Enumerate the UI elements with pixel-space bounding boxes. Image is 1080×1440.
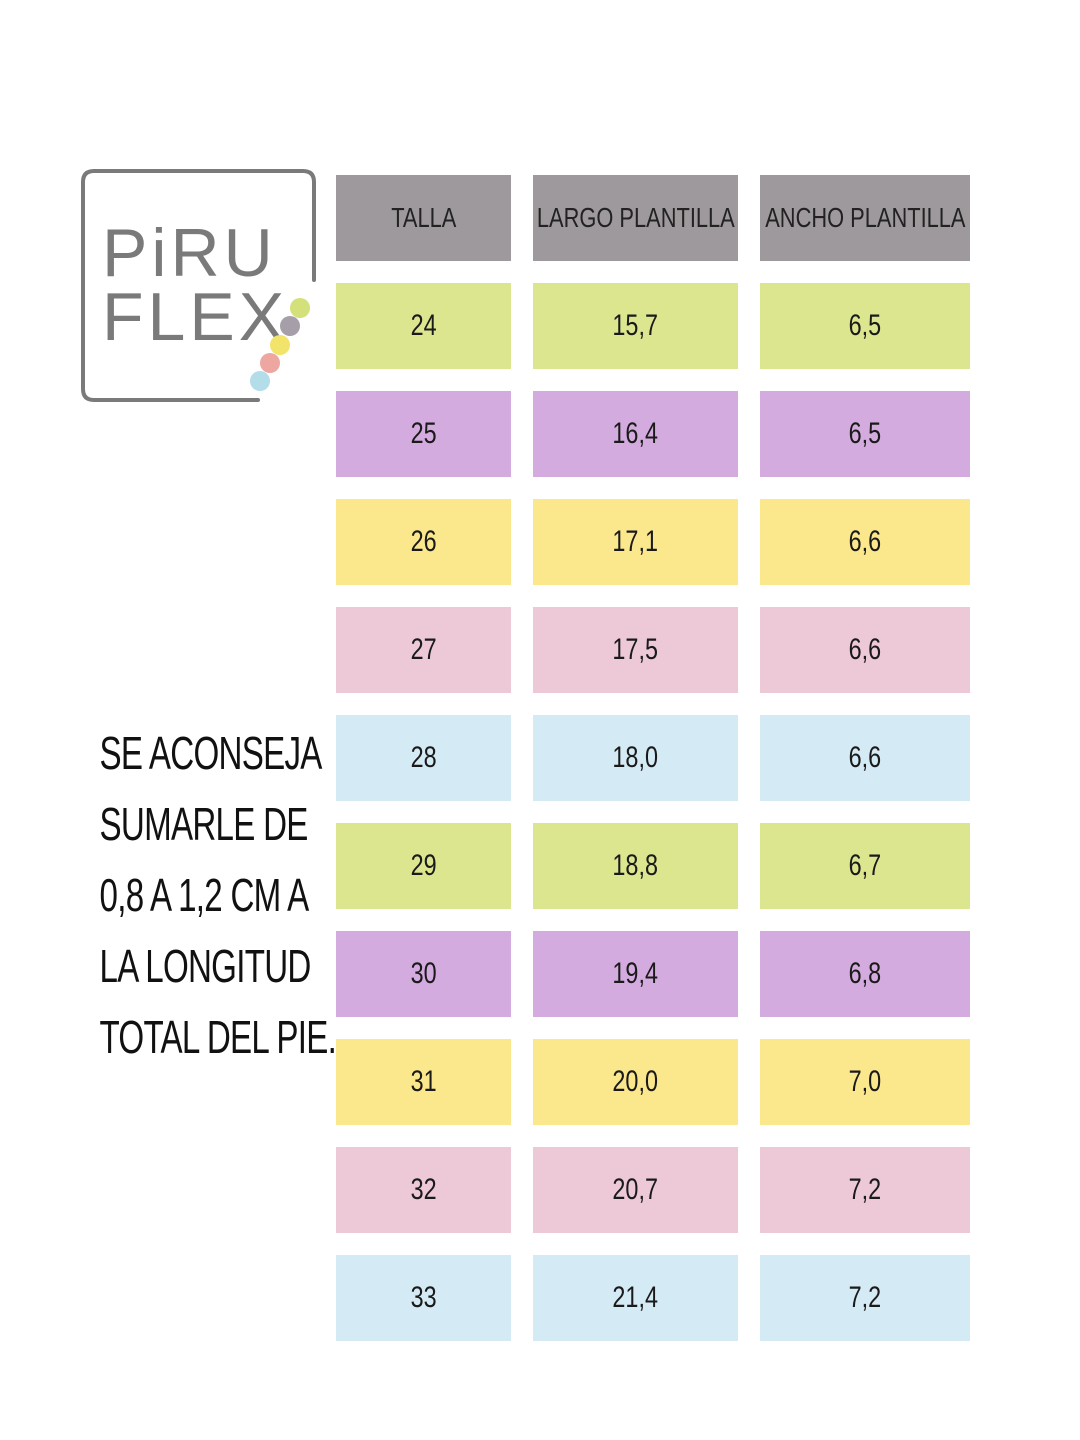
fit-advice-text: SE ACONSEJA SUMARLE DE 0,8 A 1,2 CM A LA… <box>62 718 337 1073</box>
cell-value: 27 <box>410 633 437 666</box>
advice-line: LA LONGITUD <box>99 940 312 992</box>
cell-largo: 18,8 <box>533 823 738 909</box>
cell-value: 7,2 <box>848 1173 882 1206</box>
cell-ancho: 6,5 <box>760 283 970 369</box>
cell-value: 7,0 <box>848 1065 882 1098</box>
advice-line: SE ACONSEJA <box>99 727 323 779</box>
cell-largo: 19,4 <box>533 931 738 1017</box>
table-row: 30 19,4 6,8 <box>336 931 970 1017</box>
cell-value: 20,0 <box>612 1065 659 1098</box>
cell-talla: 26 <box>336 499 511 585</box>
cell-value: 6,5 <box>848 309 882 342</box>
logo-dot <box>260 353 280 373</box>
logo-text-line1: PiRU <box>102 215 277 291</box>
table-row: 28 18,0 6,6 <box>336 715 970 801</box>
table-row: 31 20,0 7,0 <box>336 1039 970 1125</box>
logo-text-line2: FLEX <box>102 279 288 355</box>
cell-value: 6,6 <box>848 741 882 774</box>
logo-dot <box>280 316 300 336</box>
piruflex-logo: PiRU FLEX <box>80 168 320 408</box>
cell-talla: 31 <box>336 1039 511 1125</box>
cell-value: 20,7 <box>612 1173 659 1206</box>
cell-largo: 20,0 <box>533 1039 738 1125</box>
table-row: 26 17,1 6,6 <box>336 499 970 585</box>
cell-largo: 16,4 <box>533 391 738 477</box>
cell-talla: 29 <box>336 823 511 909</box>
table-row: 32 20,7 7,2 <box>336 1147 970 1233</box>
cell-largo: 21,4 <box>533 1255 738 1341</box>
logo-dot <box>270 335 290 355</box>
table-header-row: TALLA LARGO PLANTILLA ANCHO PLANTILLA <box>336 175 970 261</box>
advice-line: SUMARLE DE <box>99 798 309 850</box>
cell-value: 16,4 <box>612 417 659 450</box>
header-cell-ancho: ANCHO PLANTILLA <box>760 175 970 261</box>
logo-dots <box>250 298 310 391</box>
logo-dot <box>250 371 270 391</box>
cell-value: 18,8 <box>612 849 659 882</box>
cell-value: 29 <box>410 849 437 882</box>
cell-value: 6,6 <box>848 525 882 558</box>
table-row: 29 18,8 6,7 <box>336 823 970 909</box>
cell-largo: 15,7 <box>533 283 738 369</box>
header-cell-largo: LARGO PLANTILLA <box>533 175 738 261</box>
cell-value: 31 <box>410 1065 437 1098</box>
cell-ancho: 6,5 <box>760 391 970 477</box>
cell-ancho: 6,6 <box>760 607 970 693</box>
cell-value: 30 <box>410 957 437 990</box>
cell-ancho: 6,8 <box>760 931 970 1017</box>
cell-value: 28 <box>410 741 437 774</box>
header-label: ANCHO PLANTILLA <box>764 202 966 233</box>
cell-largo: 18,0 <box>533 715 738 801</box>
cell-ancho: 7,2 <box>760 1255 970 1341</box>
advice-line: 0,8 A 1,2 CM A <box>99 869 310 921</box>
cell-value: 15,7 <box>612 309 659 342</box>
table-row: 27 17,5 6,6 <box>336 607 970 693</box>
cell-value: 6,7 <box>848 849 882 882</box>
cell-value: 6,5 <box>848 417 882 450</box>
advice-line: TOTAL DEL PIE. <box>99 1011 337 1063</box>
cell-ancho: 6,7 <box>760 823 970 909</box>
cell-talla: 24 <box>336 283 511 369</box>
logo-dot <box>290 298 310 318</box>
cell-talla: 25 <box>336 391 511 477</box>
cell-talla: 33 <box>336 1255 511 1341</box>
cell-ancho: 7,2 <box>760 1147 970 1233</box>
cell-value: 18,0 <box>612 741 659 774</box>
cell-value: 6,8 <box>848 957 882 990</box>
cell-ancho: 7,0 <box>760 1039 970 1125</box>
cell-talla: 28 <box>336 715 511 801</box>
cell-largo: 17,1 <box>533 499 738 585</box>
cell-value: 24 <box>410 309 437 342</box>
cell-value: 26 <box>410 525 437 558</box>
cell-value: 17,5 <box>612 633 659 666</box>
table-row: 25 16,4 6,5 <box>336 391 970 477</box>
logo-frame <box>81 169 316 402</box>
cell-value: 32 <box>410 1173 437 1206</box>
cell-largo: 17,5 <box>533 607 738 693</box>
header-label: TALLA <box>390 202 457 233</box>
cell-talla: 27 <box>336 607 511 693</box>
cell-value: 33 <box>410 1281 437 1314</box>
cell-talla: 32 <box>336 1147 511 1233</box>
cell-ancho: 6,6 <box>760 499 970 585</box>
header-label: LARGO PLANTILLA <box>536 202 735 233</box>
cell-largo: 20,7 <box>533 1147 738 1233</box>
cell-ancho: 6,6 <box>760 715 970 801</box>
cell-value: 6,6 <box>848 633 882 666</box>
cell-talla: 30 <box>336 931 511 1017</box>
header-cell-talla: TALLA <box>336 175 511 261</box>
logo-mark: PiRU FLEX <box>81 169 316 402</box>
cell-value: 7,2 <box>848 1281 882 1314</box>
cell-value: 21,4 <box>612 1281 659 1314</box>
cell-value: 25 <box>410 417 437 450</box>
table-row: 24 15,7 6,5 <box>336 283 970 369</box>
cell-value: 19,4 <box>612 957 659 990</box>
table-row: 33 21,4 7,2 <box>336 1255 970 1341</box>
cell-value: 17,1 <box>612 525 659 558</box>
